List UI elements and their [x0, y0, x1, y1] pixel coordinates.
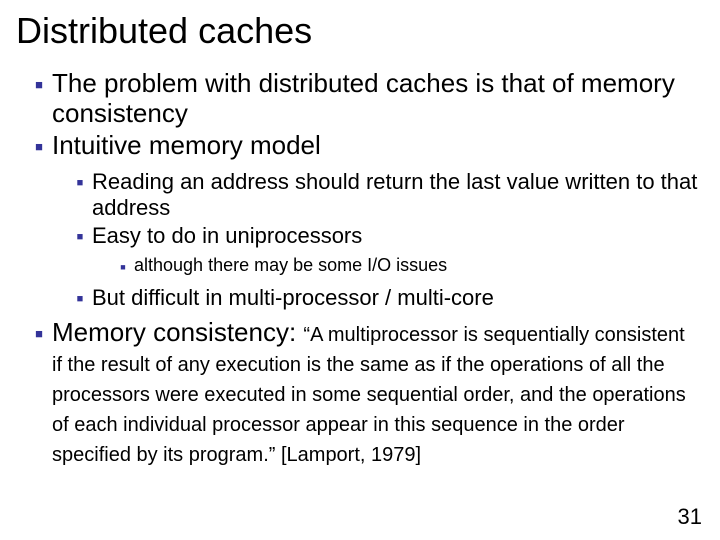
bullet-icon: ■: [68, 285, 92, 306]
bullet-icon: ■: [68, 223, 92, 244]
bullet-icon: ■: [112, 255, 134, 273]
bullet-lvl1-memory-consistency: ■ Memory consistency: “A multiprocessor …: [26, 318, 700, 467]
page-number: 31: [678, 504, 702, 530]
bullet-lvl1: ■ The problem with distributed caches is…: [26, 69, 700, 129]
bullet-text: The problem with distributed caches is t…: [52, 69, 700, 129]
bullet-lvl2: ■ Reading an address should return the l…: [68, 169, 700, 221]
bullet-text: Memory consistency: “A multiprocessor is…: [52, 318, 700, 467]
bullet-text: Reading an address should return the las…: [92, 169, 700, 221]
bullet-icon: ■: [26, 131, 52, 155]
slide-title: Distributed caches: [0, 0, 720, 51]
bullet-text: although there may be some I/O issues: [134, 255, 700, 277]
bullet-lvl1: ■ Intuitive memory model: [26, 131, 700, 161]
bullet-icon: ■: [26, 318, 52, 342]
bullet-icon: ■: [26, 69, 52, 93]
mc-lead: Memory consistency:: [52, 317, 303, 347]
bullet-lvl3: ■ although there may be some I/O issues: [112, 255, 700, 277]
bullet-text: Easy to do in uniprocessors: [92, 223, 700, 249]
bullet-lvl2: ■ Easy to do in uniprocessors: [68, 223, 700, 249]
bullet-text: But difficult in multi-processor / multi…: [92, 285, 700, 311]
bullet-icon: ■: [68, 169, 92, 190]
slide-body: ■ The problem with distributed caches is…: [0, 51, 720, 468]
bullet-lvl2: ■ But difficult in multi-processor / mul…: [68, 285, 700, 311]
slide: Distributed caches ■ The problem with di…: [0, 0, 720, 540]
bullet-text: Intuitive memory model: [52, 131, 700, 161]
